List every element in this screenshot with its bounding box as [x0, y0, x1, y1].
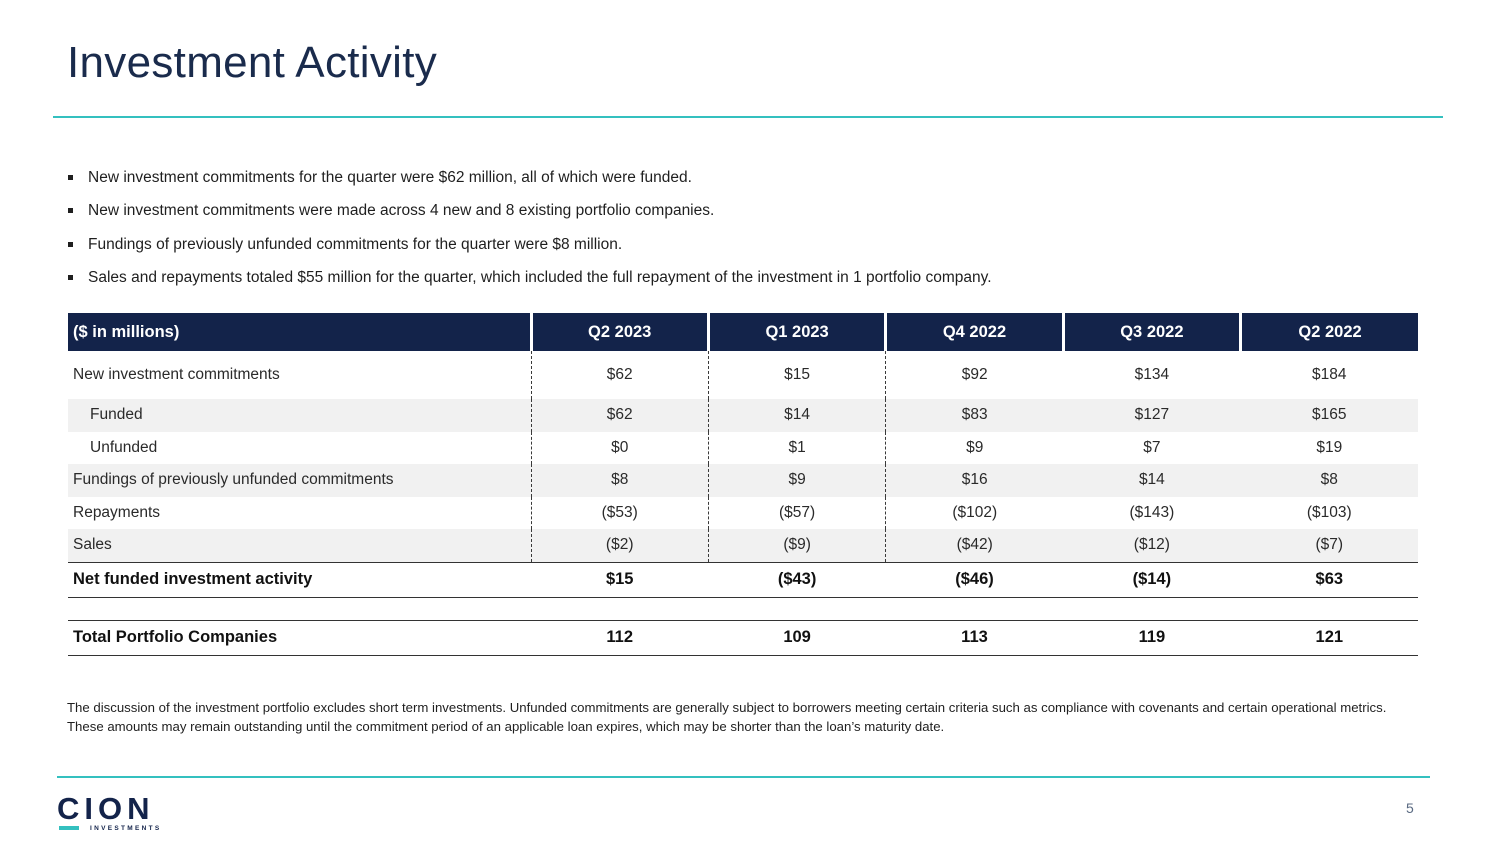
spacer-row [68, 597, 1418, 620]
bullet-text: New investment commitments were made acr… [88, 202, 715, 220]
table-cell: ($53) [531, 496, 709, 529]
table-row: Unfunded $0 $1 $9 $7 $19 [68, 431, 1418, 464]
header-q3-2022: Q3 2022 [1061, 313, 1241, 351]
table-cell: $9 [708, 464, 887, 497]
logo-wordmark: CION [57, 791, 155, 826]
bullet-square-icon [68, 208, 73, 214]
table-cell: ($9) [708, 529, 887, 562]
table-cell: ($42) [885, 529, 1064, 562]
row-label: Sales [68, 529, 532, 562]
table-cell: $184 [1312, 366, 1347, 383]
bullet-item: New investment commitments for the quart… [67, 166, 992, 199]
table-cell: $127 [1063, 399, 1241, 432]
table-cell: $15 [708, 351, 887, 399]
table-cell: $8 [1240, 464, 1418, 497]
logo-accent-bar [59, 826, 79, 830]
table-cell: $15 [531, 561, 709, 598]
table-cell: $83 [885, 399, 1064, 432]
table-cell: $1 [708, 431, 887, 464]
title-divider [53, 116, 1443, 118]
bullet-text: Fundings of previously unfunded commitme… [88, 235, 623, 253]
table-cell: ($12) [1063, 529, 1241, 562]
bullet-square-icon [68, 175, 73, 180]
bullet-square-icon [68, 274, 73, 280]
footer-divider [57, 776, 1430, 778]
bullet-item: Fundings of previously unfunded commitme… [67, 233, 992, 266]
investment-activity-table: ($ in millions) Q2 2023 Q1 2023 Q4 2022 … [68, 313, 1418, 656]
table-cell: ($57) [708, 496, 887, 529]
bullet-item: Sales and repayments totaled $55 million… [67, 266, 992, 299]
total-portfolio-row: Total Portfolio Companies 112 109 113 11… [68, 619, 1418, 656]
row-label: Funded [68, 399, 532, 432]
header-label: ($ in millions) [68, 313, 532, 351]
bullet-text: Sales and repayments totaled $55 million… [88, 268, 992, 286]
row-label: New investment commitments [68, 351, 532, 399]
cion-logo: CION INVESTMENTS [57, 793, 167, 835]
table-cell: $0 [531, 431, 709, 464]
table-cell: 119 [1063, 619, 1241, 656]
table-cell: $62 [531, 399, 709, 432]
header-q2-2023: Q2 2023 [529, 313, 709, 351]
bullet-item: New investment commitments were made acr… [67, 199, 992, 232]
table-cell: ($14) [1063, 561, 1241, 598]
table-cell: 112 [531, 619, 709, 656]
header-q2-2022: Q2 2022 [1239, 313, 1418, 351]
footnote: The discussion of the investment portfol… [67, 700, 1387, 734]
table-cell: $92 [961, 366, 988, 383]
logo-tagline: INVESTMENTS [90, 825, 162, 832]
table-cell: $63 [1240, 561, 1418, 598]
table-row: New investment commitments $62 $15 $92 $… [68, 351, 1418, 399]
table-cell: ($143) [1129, 503, 1175, 521]
bullet-text: New investment commitments for the quart… [88, 169, 692, 186]
table-cell: $16 [885, 464, 1064, 497]
table-cell: ($103) [1306, 503, 1352, 521]
table-header-row: ($ in millions) Q2 2023 Q1 2023 Q4 2022 … [68, 313, 1418, 351]
table-cell: ($2) [531, 529, 709, 562]
table-cell: $62 [531, 351, 709, 399]
table-cell: $8 [531, 464, 709, 497]
row-label: Fundings of previously unfunded commitme… [68, 464, 532, 497]
table-cell: ($102) [952, 503, 998, 521]
table-cell: $14 [1063, 464, 1241, 497]
header-q4-2022: Q4 2022 [884, 313, 1064, 351]
page-title: Investment Activity [67, 38, 438, 87]
bullet-square-icon [68, 241, 73, 247]
row-label: Total Portfolio Companies [68, 619, 532, 656]
table-cell: 113 [885, 619, 1064, 656]
table-cell: ($46) [885, 561, 1064, 598]
table-row: Fundings of previously unfunded commitme… [68, 464, 1418, 497]
row-label: Repayments [68, 496, 532, 529]
page-number: 5 [1406, 800, 1414, 816]
row-label: Net funded investment activity [68, 561, 532, 598]
row-label: Unfunded [68, 431, 532, 464]
table-row: Sales ($2) ($9) ($42) ($12) ($7) [68, 529, 1418, 562]
table-row: Funded $62 $14 $83 $127 $165 [68, 399, 1418, 432]
table-cell: 121 [1240, 619, 1418, 656]
table-cell: $134 [1134, 366, 1170, 383]
bullet-list: New investment commitments for the quart… [67, 166, 992, 299]
table-cell: ($43) [708, 561, 886, 598]
net-funded-row: Net funded investment activity $15 ($43)… [68, 561, 1418, 598]
table-cell: $7 [1143, 438, 1161, 456]
table-cell: $9 [966, 438, 984, 456]
table-cell: 109 [708, 619, 886, 656]
table-cell: $165 [1240, 399, 1418, 432]
table-cell: $14 [708, 399, 887, 432]
table-cell: $19 [1316, 438, 1343, 456]
table-row: Repayments ($53) ($57) ($102) ($143) ($1… [68, 496, 1418, 529]
table-cell: ($7) [1240, 529, 1418, 562]
header-q1-2023: Q1 2023 [706, 313, 886, 351]
